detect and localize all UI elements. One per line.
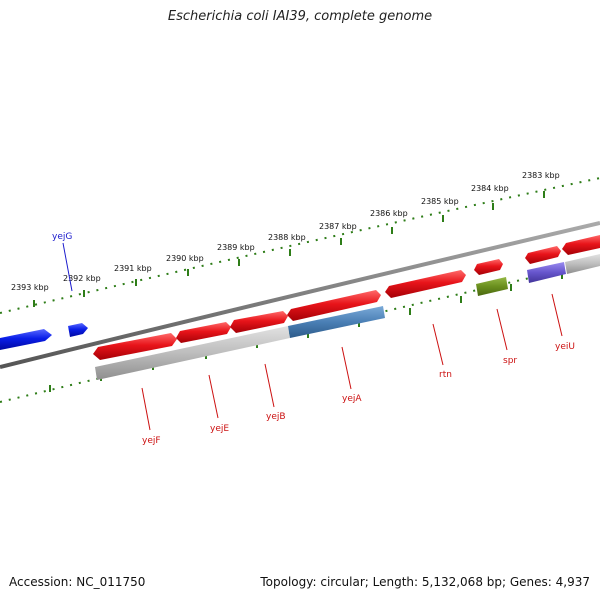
cds-arrow-yejG[interactable] — [68, 323, 88, 337]
ruler-label: 2389 kbp — [217, 243, 255, 252]
ruler-label: 2393 kbp — [11, 283, 49, 292]
genome-summary-text: Topology: circular; Length: 5,132,068 bp… — [260, 575, 590, 589]
cds-arrow-yejE[interactable] — [176, 322, 231, 343]
cds-arrow-yejB[interactable] — [230, 311, 288, 333]
feature-block-steel[interactable] — [288, 306, 385, 338]
feature-block-green[interactable] — [476, 277, 508, 296]
cds-arrow-spr[interactable] — [474, 259, 503, 275]
ruler-label: 2387 kbp — [319, 222, 357, 231]
ruler-label: 2391 kbp — [114, 264, 152, 273]
feature-block-gray-end[interactable] — [565, 254, 600, 274]
forward-strand-genes — [93, 235, 600, 360]
cds-arrow-yeiU[interactable] — [525, 246, 561, 264]
ruler-label: 2383 kbp — [522, 171, 560, 180]
gene-label-yeiU: yeiU — [555, 342, 575, 352]
ruler-label: 2390 kbp — [166, 254, 204, 263]
gene-labels: yejG yejF yejE yejB yejA rtn spr yeiU — [52, 232, 575, 446]
outer-ruler-ticks — [33, 191, 545, 307]
cds-arrow-yejA[interactable] — [287, 290, 381, 321]
gene-label-yejG: yejG — [52, 232, 72, 242]
cds-arrow-reverse[interactable] — [0, 329, 52, 350]
ruler-labels: 2393 kbp 2392 kbp 2391 kbp 2390 kbp 2389… — [11, 171, 560, 292]
reverse-strand-genes — [0, 323, 88, 350]
gene-label-yejF: yejF — [142, 436, 161, 446]
gene-label-rtn: rtn — [439, 370, 452, 380]
feature-track — [95, 254, 600, 380]
outer-ruler-arc — [0, 177, 600, 314]
map-title: Escherichia coli IAI39, complete genome — [167, 9, 433, 24]
gene-label-yejE: yejE — [210, 424, 229, 434]
cds-arrow-rtn[interactable] — [385, 270, 466, 298]
ruler-label: 2386 kbp — [370, 209, 408, 218]
gene-label-yejA: yejA — [342, 394, 362, 404]
accession-text: Accession: NC_011750 — [9, 575, 146, 589]
feature-block-purple[interactable] — [527, 262, 566, 283]
ruler-label: 2384 kbp — [471, 184, 509, 193]
ruler-label: 2388 kbp — [268, 233, 306, 242]
gene-label-yejB: yejB — [266, 412, 286, 422]
ruler-label: 2392 kbp — [63, 274, 101, 283]
cds-arrow-yejF[interactable] — [93, 333, 177, 360]
label-leaders — [62, 242, 563, 431]
gene-label-spr: spr — [503, 356, 517, 366]
ruler-label: 2385 kbp — [421, 197, 459, 206]
cds-arrow-next[interactable] — [562, 235, 600, 255]
feature-block-gray[interactable] — [95, 326, 290, 380]
genome-backbone — [0, 221, 600, 369]
